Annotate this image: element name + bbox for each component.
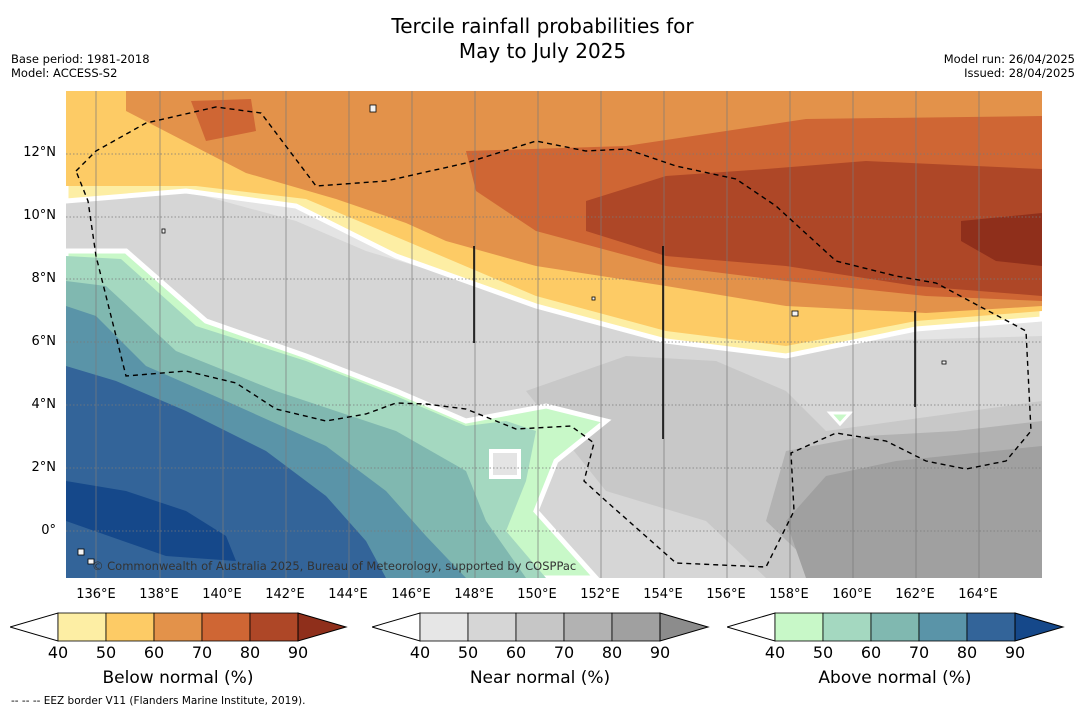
latitude-label: 12°N bbox=[23, 145, 56, 160]
title-line-2: May to July 2025 bbox=[458, 39, 627, 63]
eez-footnote: -- -- -- EEZ border V11 (Flanders Marine… bbox=[11, 695, 306, 707]
colorbar-tick: 90 bbox=[287, 643, 309, 662]
latitude-label: 0° bbox=[41, 523, 56, 538]
colorbar-under-triangle bbox=[727, 612, 776, 642]
colorbar-tick: 60 bbox=[860, 643, 882, 662]
longitude-label: 160°E bbox=[832, 587, 872, 602]
colorbar-under-triangle bbox=[10, 612, 59, 642]
longitude-label: 150°E bbox=[517, 587, 557, 602]
colorbar-tick: 70 bbox=[553, 643, 575, 662]
colorbar-over-triangle bbox=[659, 612, 710, 642]
graticule bbox=[66, 153, 1042, 532]
issued-date: Issued: 28/04/2025 bbox=[964, 66, 1075, 80]
colorbar-segment bbox=[870, 612, 920, 642]
title-line-1: Tercile rainfall probabilities for bbox=[391, 14, 694, 38]
longitude-label: 136°E bbox=[76, 587, 116, 602]
longitude-label: 148°E bbox=[454, 587, 494, 602]
colorbar-tick: 60 bbox=[143, 643, 165, 662]
colorbar-segment bbox=[563, 612, 613, 642]
colorbar-tick: 70 bbox=[908, 643, 930, 662]
above-normal-90-region bbox=[66, 481, 236, 561]
below-normal-80-region bbox=[586, 161, 1042, 296]
longitude-label: 142°E bbox=[265, 587, 305, 602]
longitude-label: 144°E bbox=[328, 587, 368, 602]
above-normal-40-island bbox=[489, 449, 521, 479]
longitude-label: 152°E bbox=[580, 587, 620, 602]
colorbar-segment bbox=[467, 612, 517, 642]
colorbar-segment bbox=[515, 612, 565, 642]
map-title: Tercile rainfall probabilities for May t… bbox=[0, 14, 1085, 64]
colorbar-tick: 50 bbox=[457, 643, 479, 662]
below-normal-90-region bbox=[961, 213, 1042, 266]
colorbar-tick: 40 bbox=[47, 643, 69, 662]
colorbar-tick: 90 bbox=[1004, 643, 1026, 662]
colorbar-tick: 70 bbox=[191, 643, 213, 662]
colorbar-tick: 80 bbox=[239, 643, 261, 662]
latitude-label: 6°N bbox=[31, 334, 57, 349]
colorbar-segment bbox=[611, 612, 661, 642]
near-normal-80-region bbox=[786, 446, 1042, 578]
colorbar bbox=[372, 612, 710, 642]
above-normal-40-spot bbox=[826, 411, 854, 427]
colorbar-segment bbox=[201, 612, 251, 642]
longitude-label: 146°E bbox=[391, 587, 431, 602]
eez-border bbox=[75, 106, 1032, 568]
longitude-label: 162°E bbox=[895, 587, 935, 602]
colorbar-over-triangle bbox=[297, 612, 348, 642]
meridian-ticks bbox=[473, 246, 916, 439]
colorbar-segment bbox=[419, 612, 469, 642]
colorbar-title: Above normal (%) bbox=[818, 668, 972, 688]
meta-right: Model run: 26/04/2025 Issued: 28/04/2025 bbox=[944, 52, 1075, 80]
colorbar-tick: 60 bbox=[505, 643, 527, 662]
colorbar-segment bbox=[249, 612, 299, 642]
colorbar-segment bbox=[57, 612, 107, 642]
copyright-notice: © Commonwealth of Australia 2025, Bureau… bbox=[92, 559, 577, 573]
colorbar-segment bbox=[774, 612, 824, 642]
colorbar-segment bbox=[966, 612, 1016, 642]
colorbar-segment bbox=[105, 612, 155, 642]
model-name: Model: ACCESS-S2 bbox=[11, 66, 118, 80]
base-period: Base period: 1981-2018 bbox=[11, 52, 150, 66]
colorbar-over-triangle bbox=[1014, 612, 1065, 642]
colorbar-segment bbox=[918, 612, 968, 642]
colorbar-tick: 80 bbox=[601, 643, 623, 662]
longitude-label: 154°E bbox=[643, 587, 683, 602]
rainfall-map bbox=[66, 91, 1042, 578]
latitude-label: 10°N bbox=[23, 208, 56, 223]
model-run: Model run: 26/04/2025 bbox=[943, 52, 1075, 66]
colorbar-under-triangle bbox=[372, 612, 421, 642]
colorbar-tick: 90 bbox=[649, 643, 671, 662]
longitude-label: 164°E bbox=[958, 587, 998, 602]
colorbar bbox=[727, 612, 1065, 642]
meridians bbox=[95, 91, 980, 578]
colorbar-segment bbox=[822, 612, 872, 642]
colorbar bbox=[10, 612, 348, 642]
latitude-label: 2°N bbox=[31, 460, 57, 475]
colorbar-tick: 80 bbox=[956, 643, 978, 662]
colorbar-tick: 50 bbox=[812, 643, 834, 662]
colorbar-segment bbox=[153, 612, 203, 642]
longitude-label: 156°E bbox=[706, 587, 746, 602]
latitude-label: 4°N bbox=[31, 397, 57, 412]
latitude-label: 8°N bbox=[31, 271, 57, 286]
colorbar-tick: 40 bbox=[764, 643, 786, 662]
islands bbox=[77, 104, 947, 565]
colorbar-tick: 40 bbox=[409, 643, 431, 662]
colorbar-title: Below normal (%) bbox=[102, 668, 254, 688]
longitude-label: 138°E bbox=[139, 587, 179, 602]
longitude-label: 140°E bbox=[202, 587, 242, 602]
meta-left: Base period: 1981-2018 Model: ACCESS-S2 bbox=[11, 52, 150, 80]
colorbar-title: Near normal (%) bbox=[469, 668, 611, 688]
longitude-label: 158°E bbox=[769, 587, 809, 602]
colorbar-tick: 50 bbox=[95, 643, 117, 662]
